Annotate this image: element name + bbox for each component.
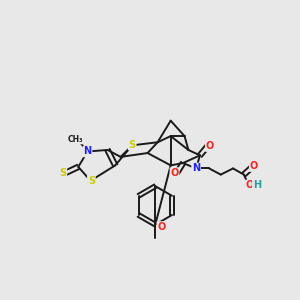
Text: N: N [192, 164, 200, 173]
Text: O: O [157, 222, 166, 232]
Text: S: S [129, 140, 136, 150]
Text: O: O [250, 161, 258, 171]
Text: S: S [88, 176, 95, 186]
Text: S: S [59, 168, 67, 178]
Text: CH₃: CH₃ [68, 135, 83, 144]
Text: O: O [246, 180, 254, 190]
Text: O: O [206, 141, 214, 151]
Text: H: H [253, 180, 261, 190]
Text: O: O [170, 168, 179, 178]
Text: N: N [83, 146, 92, 157]
